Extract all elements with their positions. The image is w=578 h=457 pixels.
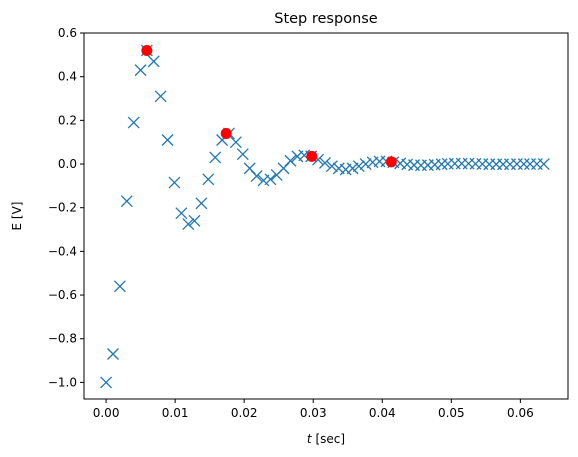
x-marker-stroke bbox=[401, 158, 414, 171]
x-marker-stroke bbox=[264, 173, 277, 186]
x-marker-stroke bbox=[134, 64, 147, 77]
y-tick-label: 0.4 bbox=[58, 70, 77, 84]
data-point-x-marker bbox=[325, 160, 338, 173]
x-marker-stroke bbox=[325, 160, 338, 173]
x-marker-stroke bbox=[202, 173, 215, 186]
x-marker-stroke bbox=[168, 176, 181, 189]
x-marker-stroke bbox=[332, 162, 345, 175]
y-axis-label: E [V] bbox=[10, 202, 24, 231]
peak-point bbox=[306, 150, 318, 162]
data-point-x-marker bbox=[346, 162, 359, 175]
x-marker-stroke bbox=[147, 55, 160, 68]
x-marker-stroke bbox=[107, 348, 119, 360]
data-point-x-marker bbox=[113, 280, 126, 293]
x-axis-label-unit: [sec] bbox=[312, 432, 345, 446]
x-marker-stroke bbox=[250, 170, 263, 182]
y-tick-label: 0.0 bbox=[58, 157, 77, 171]
x-marker-stroke bbox=[120, 195, 133, 208]
x-marker-stroke bbox=[161, 134, 174, 146]
chart-title: Step response bbox=[274, 11, 378, 27]
data-point-x-marker bbox=[195, 197, 208, 210]
data-point-x-marker bbox=[359, 158, 372, 170]
x-marker-stroke bbox=[298, 149, 311, 162]
y-axis-ticks: −1.0 −0.8 −0.6 −0.4 −0.2 0.0 0.2 0.4 0.6 bbox=[48, 26, 84, 389]
data-point-x-marker bbox=[127, 116, 140, 129]
x-marker-stroke bbox=[188, 214, 201, 227]
peak-point bbox=[141, 44, 153, 56]
x-marker-stroke bbox=[537, 158, 550, 170]
x-marker-stroke bbox=[243, 162, 256, 175]
data-point-x-marker bbox=[284, 154, 297, 167]
data-point-x-marker bbox=[147, 55, 160, 68]
y-tick-label: 0.2 bbox=[58, 113, 77, 127]
data-point-x-marker bbox=[120, 195, 133, 208]
plot-marks bbox=[100, 44, 550, 389]
y-tick-label: −1.0 bbox=[48, 375, 77, 389]
x-marker-stroke bbox=[236, 148, 249, 161]
x-tick-label: 0.00 bbox=[93, 406, 120, 420]
data-point-x-marker bbox=[264, 173, 277, 186]
data-point-x-marker bbox=[319, 156, 331, 169]
y-tick-label: −0.8 bbox=[48, 332, 77, 346]
x-marker-stroke bbox=[319, 156, 331, 169]
x-tick-label: 0.06 bbox=[507, 406, 534, 420]
data-point-x-marker bbox=[229, 136, 242, 149]
x-marker-stroke bbox=[284, 154, 297, 167]
x-axis-ticks: 0.00 0.01 0.02 0.03 0.04 0.05 0.06 bbox=[93, 399, 534, 420]
x-marker-stroke bbox=[209, 151, 222, 164]
y-tick-label: −0.4 bbox=[48, 244, 77, 258]
x-marker-stroke bbox=[229, 136, 242, 149]
data-point-x-marker bbox=[202, 173, 215, 186]
x-marker-stroke bbox=[127, 116, 140, 129]
data-point-x-marker bbox=[161, 134, 174, 146]
x-axis-label-variable: t bbox=[307, 432, 313, 446]
data-point-x-marker bbox=[175, 207, 188, 220]
x-marker-stroke bbox=[154, 90, 167, 103]
data-point-x-marker bbox=[154, 90, 167, 103]
x-marker-stroke bbox=[517, 158, 530, 170]
peak-point bbox=[220, 127, 232, 139]
data-point-x-marker bbox=[100, 376, 113, 389]
data-point-x-marker bbox=[134, 64, 147, 77]
x-marker-stroke bbox=[312, 153, 325, 166]
x-marker-stroke bbox=[352, 160, 365, 173]
x-marker-stroke bbox=[113, 280, 126, 293]
x-marker-stroke bbox=[394, 157, 407, 170]
x-axis-label: t [sec] bbox=[307, 432, 345, 446]
data-point-x-marker bbox=[182, 218, 195, 231]
x-tick-label: 0.01 bbox=[162, 406, 189, 420]
plot-frame bbox=[83, 32, 569, 400]
data-point-x-marker bbox=[168, 176, 181, 189]
x-marker-stroke bbox=[346, 162, 359, 175]
y-tick-label: −0.2 bbox=[48, 201, 77, 215]
x-tick-label: 0.04 bbox=[369, 406, 396, 420]
data-point-x-marker bbox=[209, 151, 222, 164]
x-tick-label: 0.03 bbox=[300, 406, 327, 420]
data-point-x-marker bbox=[236, 148, 249, 161]
x-tick-label: 0.02 bbox=[231, 406, 258, 420]
x-marker-stroke bbox=[359, 158, 372, 170]
y-tick-label: −0.6 bbox=[48, 288, 77, 302]
data-point-x-marker bbox=[250, 170, 263, 182]
x-marker-stroke bbox=[175, 207, 188, 220]
x-marker-stroke bbox=[195, 197, 208, 210]
x-marker-stroke bbox=[100, 376, 113, 389]
x-marker-stroke bbox=[182, 218, 195, 231]
x-tick-label: 0.05 bbox=[438, 406, 465, 420]
data-point-x-marker bbox=[517, 158, 530, 170]
data-point-x-marker bbox=[352, 160, 365, 173]
data-point-x-marker bbox=[537, 158, 550, 170]
peak-point bbox=[385, 156, 397, 168]
data-point-x-marker bbox=[188, 214, 201, 227]
data-point-x-marker bbox=[107, 348, 119, 360]
y-tick-label: 0.6 bbox=[58, 26, 77, 40]
